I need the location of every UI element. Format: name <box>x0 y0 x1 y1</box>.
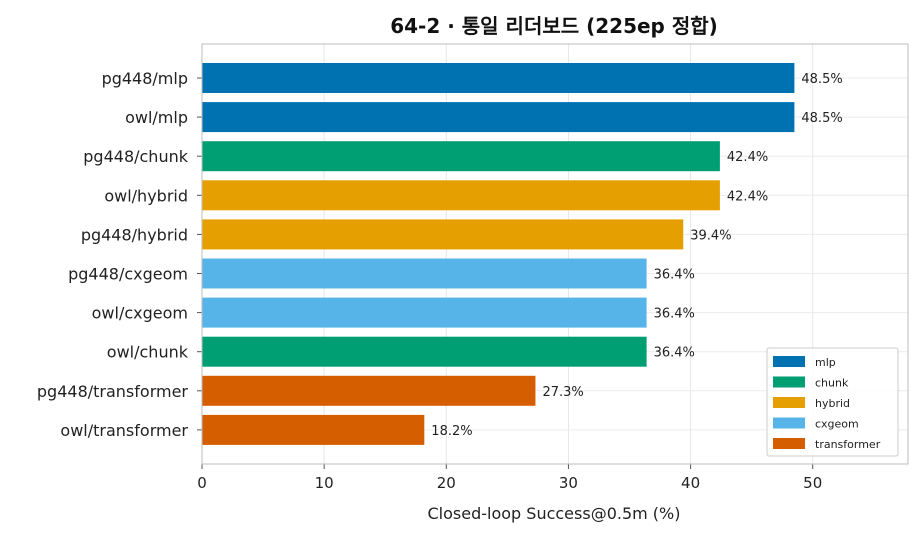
bar-owl-transformer <box>202 414 425 445</box>
legend-label-hybrid: hybrid <box>815 397 850 410</box>
value-labels: 48.5% 48.5% 42.4% 42.4% 39.4% 36.4% 36.4% 36.4%… <box>431 72 842 439</box>
bar-pg448-cxgeom <box>202 258 647 289</box>
value-label: 42.4% <box>727 189 768 204</box>
bar-owl-mlp <box>202 102 795 133</box>
value-label: 36.4% <box>654 346 695 361</box>
value-label: 36.4% <box>654 307 695 322</box>
bar-owl-chunk <box>202 336 647 367</box>
value-label: 18.2% <box>431 424 472 439</box>
x-tick-label: 10 <box>315 474 334 492</box>
value-label: 42.4% <box>727 150 768 165</box>
value-label: 39.4% <box>690 228 731 243</box>
legend-swatch-hybrid <box>773 397 805 408</box>
x-axis-label: Closed-loop Success@0.5m (%) <box>428 504 681 523</box>
legend-swatch-transformer <box>773 438 805 449</box>
bar-pg448-hybrid <box>202 219 684 250</box>
chart-title: 64-2 · 통일 리더보드 (225ep 정합) <box>390 14 718 38</box>
value-label: 36.4% <box>654 268 695 283</box>
value-label: 27.3% <box>542 385 583 400</box>
x-tick-label: 50 <box>803 474 822 492</box>
legend: mlp chunk hybrid cxgeom transformer <box>766 347 899 457</box>
x-ticks: 0 10 20 30 40 50 <box>197 77 822 492</box>
category-label: pg448/transformer <box>37 382 189 401</box>
bar-pg448-mlp <box>202 63 795 93</box>
legend-swatch-mlp <box>773 356 805 367</box>
x-tick-label: 20 <box>437 474 456 492</box>
bar-owl-cxgeom <box>202 297 647 328</box>
legend-frame <box>766 347 899 457</box>
value-label: 48.5% <box>801 111 842 126</box>
value-label: 48.5% <box>801 72 842 87</box>
category-label: pg448/cxgeom <box>68 265 188 284</box>
category-label: pg448/chunk <box>83 147 188 166</box>
category-label: owl/chunk <box>107 343 189 362</box>
bar-owl-hybrid <box>202 180 720 211</box>
category-label: owl/mlp <box>125 108 188 127</box>
bar-pg448-chunk <box>202 141 720 172</box>
legend-label-mlp: mlp <box>815 356 836 369</box>
legend-swatch-cxgeom <box>773 417 805 429</box>
category-label: owl/transformer <box>60 421 188 440</box>
x-tick-label: 0 <box>197 474 207 492</box>
legend-label-transformer: transformer <box>815 438 881 451</box>
bar-pg448-transformer <box>202 375 536 406</box>
legend-swatch-chunk <box>773 376 805 388</box>
category-label: owl/cxgeom <box>92 304 188 323</box>
bars <box>202 63 795 445</box>
x-tick-label: 30 <box>559 474 578 492</box>
legend-label-chunk: chunk <box>815 377 849 390</box>
category-label: pg448/hybrid <box>81 225 188 244</box>
legend-label-cxgeom: cxgeom <box>815 418 859 431</box>
x-tick-label: 40 <box>681 474 700 492</box>
category-label: pg448/mlp <box>102 69 188 88</box>
category-label: owl/hybrid <box>104 186 188 205</box>
plot-frame <box>201 43 909 465</box>
category-labels: pg448/mlp owl/mlp pg448/chunk owl/hybrid pg4… <box>37 69 189 440</box>
